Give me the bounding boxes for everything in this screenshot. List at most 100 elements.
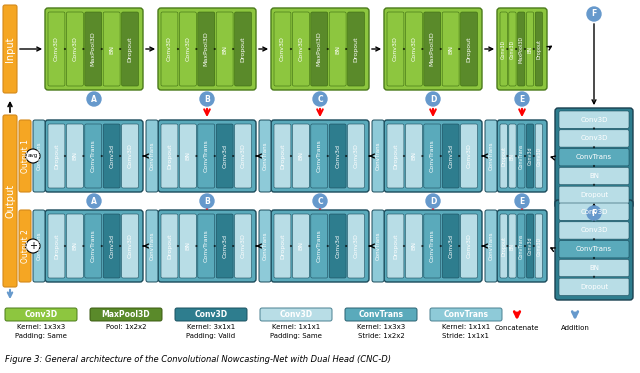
Text: BN: BN <box>109 44 114 53</box>
FancyBboxPatch shape <box>292 12 309 86</box>
FancyBboxPatch shape <box>387 124 404 188</box>
FancyBboxPatch shape <box>146 120 158 192</box>
FancyBboxPatch shape <box>235 124 252 188</box>
Text: Conv3D: Conv3D <box>467 233 472 258</box>
Text: Conv3d: Conv3d <box>109 234 114 258</box>
Text: MaxPool3D: MaxPool3D <box>519 35 524 63</box>
FancyBboxPatch shape <box>405 12 422 86</box>
Text: Conv3D: Conv3D <box>510 40 515 59</box>
Text: ConvTrans: ConvTrans <box>317 140 322 172</box>
Text: Conv3D: Conv3D <box>54 37 59 62</box>
Text: E: E <box>520 94 525 103</box>
FancyBboxPatch shape <box>526 12 534 86</box>
Text: Dropout: Dropout <box>54 143 59 169</box>
FancyBboxPatch shape <box>48 214 65 278</box>
FancyBboxPatch shape <box>559 130 629 147</box>
FancyBboxPatch shape <box>372 210 384 282</box>
Text: D: D <box>430 94 436 103</box>
Text: Conv3D: Conv3D <box>412 37 417 62</box>
Text: Dropout: Dropout <box>280 143 285 169</box>
Text: BN: BN <box>186 151 190 160</box>
Text: Dropout: Dropout <box>241 36 246 62</box>
FancyBboxPatch shape <box>67 124 83 188</box>
FancyBboxPatch shape <box>122 214 138 278</box>
Text: BN: BN <box>527 46 532 53</box>
FancyBboxPatch shape <box>500 124 508 188</box>
Text: ConvTrans: ConvTrans <box>429 230 435 262</box>
Text: ConvTrans: ConvTrans <box>376 142 381 170</box>
Text: Conv3D: Conv3D <box>24 310 58 319</box>
Text: Dropout: Dropout <box>54 233 59 259</box>
FancyBboxPatch shape <box>122 124 138 188</box>
FancyBboxPatch shape <box>292 214 309 278</box>
Text: Kernel: 1x1x1: Kernel: 1x1x1 <box>272 324 320 330</box>
FancyBboxPatch shape <box>292 124 309 188</box>
Circle shape <box>87 194 101 208</box>
Text: F: F <box>591 9 596 19</box>
FancyBboxPatch shape <box>161 124 178 188</box>
FancyBboxPatch shape <box>372 120 384 192</box>
Text: BN: BN <box>510 242 515 250</box>
Text: Stride: 1x2x2: Stride: 1x2x2 <box>358 333 404 339</box>
FancyBboxPatch shape <box>559 222 629 239</box>
FancyBboxPatch shape <box>216 214 233 278</box>
Text: Input: Input <box>5 36 15 62</box>
Text: Conv3D: Conv3D <box>280 310 312 319</box>
FancyBboxPatch shape <box>158 210 256 282</box>
Text: Output: Output <box>5 184 15 218</box>
FancyBboxPatch shape <box>271 8 369 90</box>
Text: Dropout: Dropout <box>580 284 608 290</box>
Text: ConvTrans: ConvTrans <box>91 140 96 172</box>
FancyBboxPatch shape <box>555 108 633 208</box>
Text: ConvTrans: ConvTrans <box>36 232 42 260</box>
Text: BN: BN <box>186 241 190 251</box>
FancyBboxPatch shape <box>329 124 346 188</box>
FancyBboxPatch shape <box>442 214 459 278</box>
Text: Pool: 1x2x2: Pool: 1x2x2 <box>106 324 147 330</box>
Text: BN: BN <box>412 151 417 160</box>
Text: Kernel: 1x3x3: Kernel: 1x3x3 <box>17 324 65 330</box>
FancyBboxPatch shape <box>405 124 422 188</box>
Text: Conv3D: Conv3D <box>501 40 506 59</box>
Text: Conv3D: Conv3D <box>186 37 190 62</box>
FancyBboxPatch shape <box>274 124 291 188</box>
Text: Conv3d: Conv3d <box>448 234 453 258</box>
Circle shape <box>426 194 440 208</box>
FancyBboxPatch shape <box>311 124 328 188</box>
Text: Conv3D: Conv3D <box>467 144 472 169</box>
Text: Conv3D: Conv3D <box>241 144 246 169</box>
Text: ConvTrans: ConvTrans <box>376 232 381 260</box>
Text: MaxPool3D: MaxPool3D <box>91 32 96 66</box>
FancyBboxPatch shape <box>405 214 422 278</box>
FancyBboxPatch shape <box>535 124 543 188</box>
FancyBboxPatch shape <box>84 12 102 86</box>
Text: ConvTrans: ConvTrans <box>488 142 493 170</box>
FancyBboxPatch shape <box>518 124 525 188</box>
FancyBboxPatch shape <box>33 210 45 282</box>
Text: F: F <box>591 209 596 217</box>
FancyBboxPatch shape <box>387 214 404 278</box>
FancyBboxPatch shape <box>526 124 534 188</box>
Circle shape <box>26 149 40 163</box>
FancyBboxPatch shape <box>384 120 482 192</box>
Text: MaxPool3D: MaxPool3D <box>102 310 150 319</box>
Text: ConvTrans: ConvTrans <box>576 246 612 252</box>
Text: D: D <box>430 197 436 206</box>
Text: Conv3D: Conv3D <box>353 233 358 258</box>
FancyBboxPatch shape <box>461 214 477 278</box>
FancyBboxPatch shape <box>518 214 525 278</box>
Text: Conv3D: Conv3D <box>353 144 358 169</box>
FancyBboxPatch shape <box>430 308 502 321</box>
FancyBboxPatch shape <box>84 124 102 188</box>
FancyBboxPatch shape <box>179 214 196 278</box>
Text: BN: BN <box>222 44 227 53</box>
Text: Conv3D: Conv3D <box>195 310 228 319</box>
Text: C: C <box>317 94 323 103</box>
FancyBboxPatch shape <box>198 124 214 188</box>
FancyBboxPatch shape <box>424 124 441 188</box>
Text: Conv3D: Conv3D <box>536 146 541 166</box>
FancyBboxPatch shape <box>500 12 508 86</box>
Text: Kernel: 3x1x1: Kernel: 3x1x1 <box>187 324 235 330</box>
FancyBboxPatch shape <box>329 12 346 86</box>
FancyBboxPatch shape <box>442 12 459 86</box>
